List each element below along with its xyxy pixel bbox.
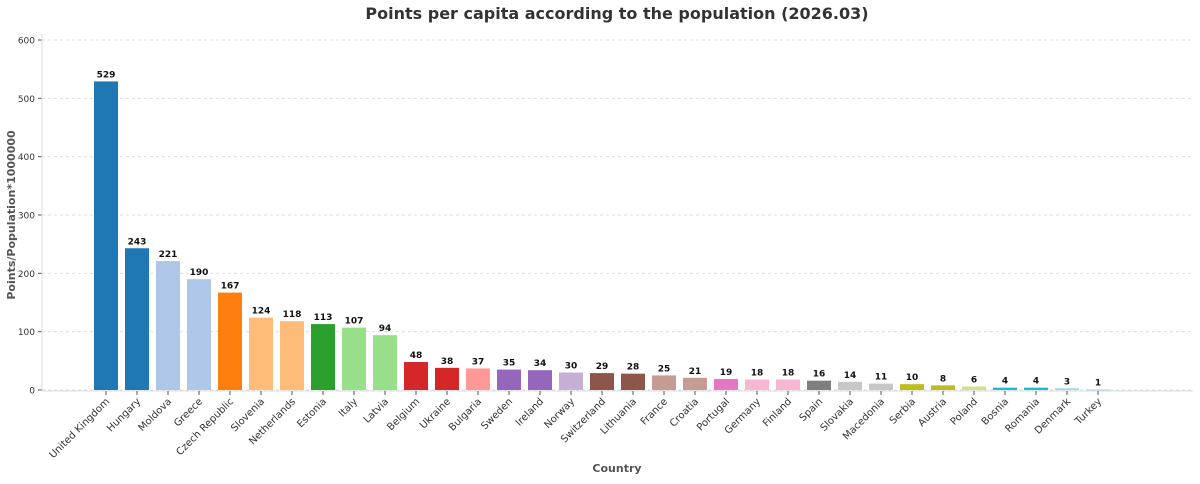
bar: [528, 370, 552, 390]
bar: [745, 379, 769, 390]
x-tick-label: Austria: [916, 396, 949, 429]
bar: [559, 372, 583, 390]
bar: [1024, 387, 1048, 390]
data-label: 107: [345, 317, 364, 327]
bar: [311, 324, 335, 390]
y-tick-label: 300: [18, 212, 35, 222]
data-label: 4: [1002, 377, 1008, 387]
data-label: 18: [751, 369, 764, 379]
x-tick-label: Ireland: [514, 396, 546, 428]
bar: [497, 369, 521, 390]
y-axis-label: Points/Population*1000000: [5, 130, 18, 300]
bar: [466, 368, 490, 390]
bar: [404, 362, 428, 390]
bar: [156, 261, 180, 390]
data-label: 4: [1033, 377, 1039, 387]
x-tick-label: Poland: [949, 396, 980, 427]
x-tick-label: Finland: [761, 396, 794, 429]
bar: [776, 379, 800, 390]
bar: [1086, 389, 1110, 391]
data-label: 1: [1095, 378, 1101, 388]
x-axis-label: Country: [592, 462, 641, 475]
bar: [187, 279, 211, 390]
data-label: 167: [221, 282, 240, 292]
bar: [993, 387, 1017, 390]
x-tick-label: Czech Republic: [175, 396, 237, 458]
bar: [342, 327, 366, 390]
data-label: 16: [813, 370, 826, 380]
data-label: 10: [906, 373, 919, 383]
data-label: 8: [940, 374, 946, 384]
x-tick-label: Serbia: [888, 396, 918, 426]
bar: [931, 385, 955, 390]
data-label: 48: [410, 351, 423, 361]
x-tick-label: Hungary: [105, 396, 143, 434]
x-tick-label: Bulgaria: [447, 396, 484, 433]
bar: [652, 375, 676, 390]
x-tick-label: Sweden: [479, 396, 515, 432]
data-label: 28: [627, 363, 640, 373]
bar: [590, 373, 614, 390]
data-label: 6: [971, 376, 977, 386]
x-tick-label: Moldova: [137, 396, 175, 434]
data-label: 529: [97, 70, 116, 80]
data-label: 243: [128, 237, 147, 247]
data-label: 38: [441, 357, 454, 367]
bar: [218, 292, 242, 390]
bar: [373, 335, 397, 390]
y-tick-label: 600: [18, 37, 35, 47]
x-tick-label: United Kingdom: [48, 396, 113, 461]
data-label: 37: [472, 357, 485, 367]
data-label: 11: [875, 373, 888, 383]
x-tick-label: Italy: [337, 396, 360, 419]
x-tick-label: France: [639, 396, 670, 427]
y-tick-label: 200: [18, 270, 35, 280]
bar: [900, 384, 924, 390]
x-tick-label: Latvia: [362, 396, 391, 425]
bar: [683, 377, 707, 390]
y-tick-label: 0: [29, 387, 35, 397]
bar: [621, 373, 645, 390]
x-tick-label: Spain: [798, 396, 826, 424]
data-label: 14: [844, 371, 857, 381]
data-label: 19: [720, 368, 733, 378]
bar: [869, 383, 893, 390]
data-label: 124: [252, 307, 271, 317]
bar: [125, 248, 149, 390]
data-label: 3: [1064, 377, 1070, 387]
data-label: 25: [658, 364, 671, 374]
bar: [962, 386, 986, 390]
data-label: 21: [689, 367, 702, 377]
data-label: 30: [565, 362, 578, 372]
x-tick-label: Belgium: [385, 396, 422, 433]
y-tick-label: 100: [18, 328, 35, 338]
data-label: 29: [596, 362, 609, 372]
bar: [1055, 388, 1079, 390]
data-label: 113: [314, 313, 333, 323]
bar: [838, 381, 862, 390]
data-label: 18: [782, 369, 795, 379]
bar: [435, 367, 459, 390]
x-tick-label: Turkey: [1073, 396, 1105, 428]
data-label: 35: [503, 359, 516, 369]
bar: [807, 380, 831, 390]
x-tick-label: Estonia: [295, 396, 329, 430]
bar: [249, 317, 273, 390]
chart-title: Points per capita according to the popul…: [365, 4, 868, 23]
data-label: 118: [283, 310, 302, 320]
y-tick-label: 400: [18, 153, 35, 163]
data-label: 221: [159, 250, 178, 260]
bar: [280, 321, 304, 390]
bar: [94, 81, 118, 391]
data-label: 34: [534, 359, 547, 369]
data-label: 190: [190, 268, 209, 278]
bar: [714, 378, 738, 390]
y-tick-label: 500: [18, 95, 35, 105]
data-label: 94: [379, 324, 392, 334]
